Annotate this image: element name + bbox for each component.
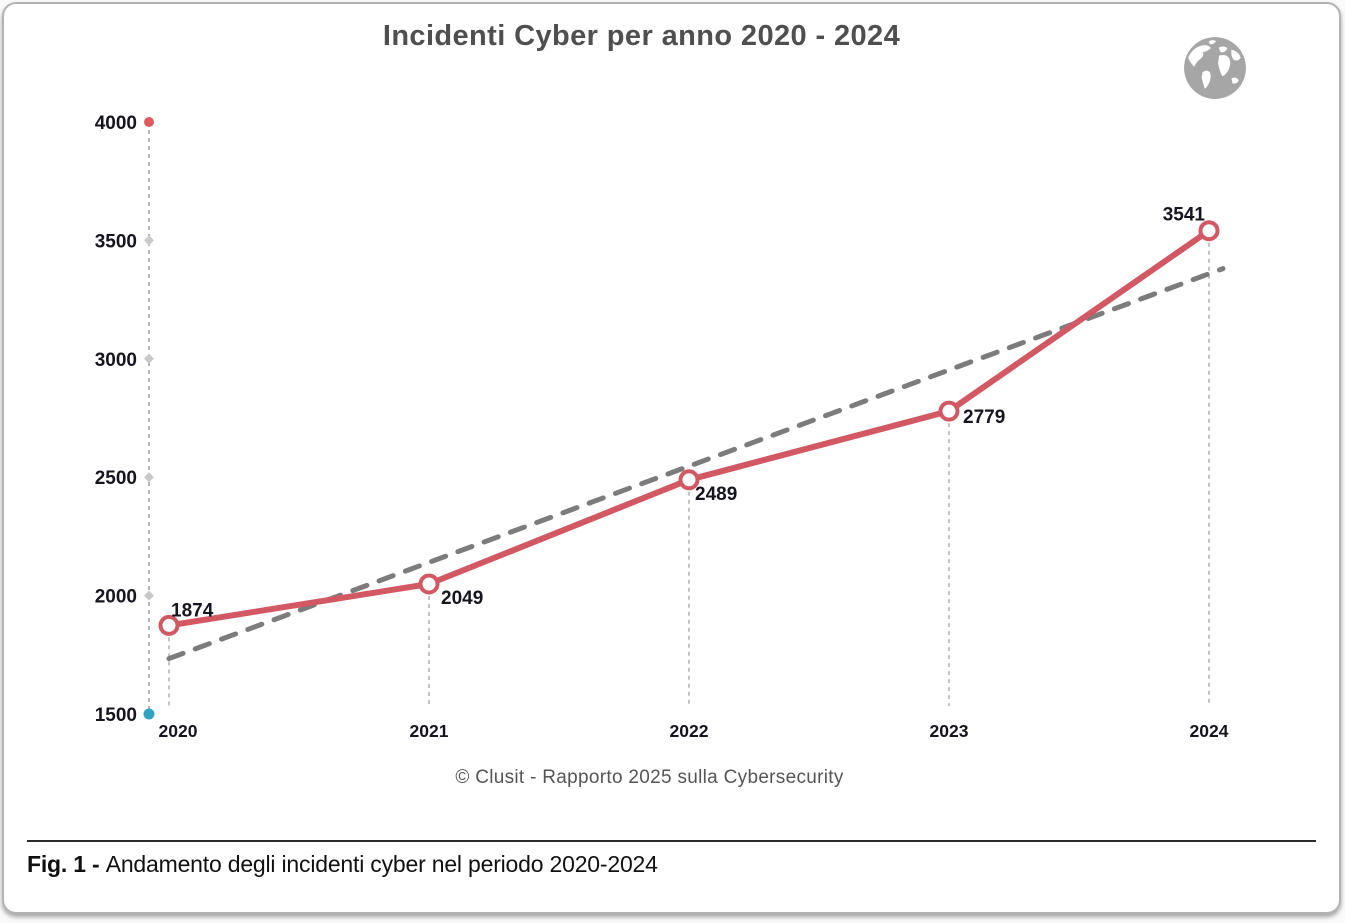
y-tick-diamond — [144, 472, 154, 482]
y-axis-max-dot — [144, 117, 154, 127]
y-tick-label: 3000 — [95, 350, 137, 371]
y-tick-label: 2000 — [95, 587, 137, 608]
y-tick-label: 2500 — [95, 468, 137, 489]
figure-caption-prefix: Fig. 1 - — [27, 851, 106, 877]
x-tick-label: 2023 — [930, 721, 969, 741]
data-point-label: 3541 — [1163, 205, 1206, 226]
x-tick-label: 2024 — [1190, 721, 1229, 741]
y-tick-label: 3500 — [95, 231, 137, 252]
data-point-label: 1874 — [171, 600, 214, 621]
y-tick-diamond — [144, 354, 154, 364]
y-axis-min-dot — [144, 709, 155, 720]
data-point-marker — [941, 403, 958, 420]
divider-line — [27, 840, 1316, 842]
x-tick-label: 2022 — [670, 721, 709, 741]
y-tick-label: 4000 — [95, 113, 137, 134]
figure-caption: Fig. 1 - Andamento degli incidenti cyber… — [27, 851, 658, 878]
data-point-label: 2489 — [695, 484, 737, 505]
source-credit: © Clusit - Rapporto 2025 sulla Cybersecu… — [4, 767, 1295, 789]
y-tick-label: 1500 — [95, 705, 137, 726]
figure-caption-text: Andamento degli incidenti cyber nel peri… — [106, 851, 658, 877]
x-tick-label: 2020 — [159, 721, 198, 741]
data-point-marker — [421, 575, 438, 592]
x-tick-label: 2021 — [410, 721, 449, 741]
y-tick-diamond — [144, 591, 154, 601]
data-point-label: 2779 — [963, 407, 1005, 428]
data-point-label: 2049 — [441, 588, 483, 609]
y-tick-diamond — [144, 235, 154, 245]
